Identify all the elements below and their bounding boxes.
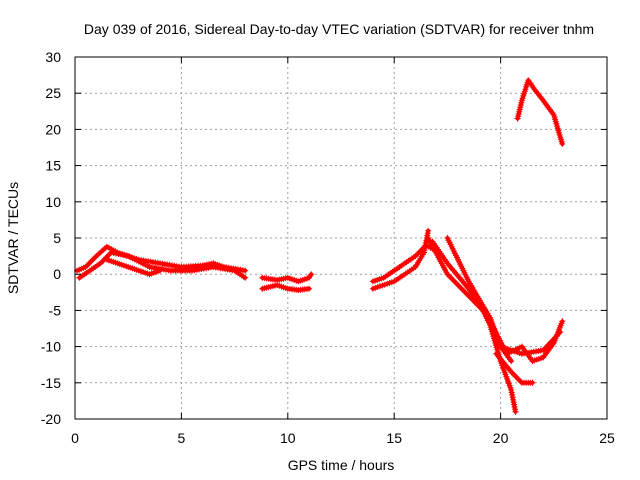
x-tick-label: 15 [386,430,402,446]
y-tick-label: 25 [45,85,61,101]
grid [75,57,607,419]
data-series-track [487,318,566,365]
x-axis-label: GPS time / hours [288,457,395,473]
x-tick-label: 5 [178,430,186,446]
plus-markers [76,249,249,281]
y-tick-label: -15 [41,375,61,391]
y-tick-label: 5 [53,230,61,246]
data-series [74,77,566,415]
data-series-track [493,350,536,386]
plus-markers [487,318,566,365]
plus-markers [103,256,164,278]
data-series-track [514,77,566,147]
x-tick-label: 20 [493,430,509,446]
y-tick-label: 15 [45,158,61,174]
y-tick-label: 0 [53,266,61,282]
data-series-track [429,238,519,415]
y-tick-label: -20 [41,411,61,427]
chart-title: Day 039 of 2016, Sidereal Day-to-day VTE… [84,21,594,37]
y-tick-label: 10 [45,194,61,210]
y-axis-label: SDTVAR / TECUs [5,182,21,294]
plus-markers [259,282,313,294]
y-tick-label: 30 [45,49,61,65]
y-tick-label: -5 [49,302,62,318]
y-tick-label: 20 [45,121,61,137]
data-series-track [103,256,164,278]
x-tick-label: 10 [280,430,296,446]
plus-markers [493,350,536,386]
plus-markers [259,271,315,285]
x-tick-label: 25 [599,430,615,446]
x-tick-label: 0 [71,430,79,446]
data-series-track [76,249,249,281]
plus-markers [514,77,566,147]
data-series-track [259,282,313,294]
y-tick-label: -10 [41,339,61,355]
axis-ticks: 0 5 10 15 20 25 -20 -15 -10 -5 0 5 10 15 20 25 30 [41,49,615,446]
data-series-track [259,271,315,285]
plus-markers [429,238,519,415]
